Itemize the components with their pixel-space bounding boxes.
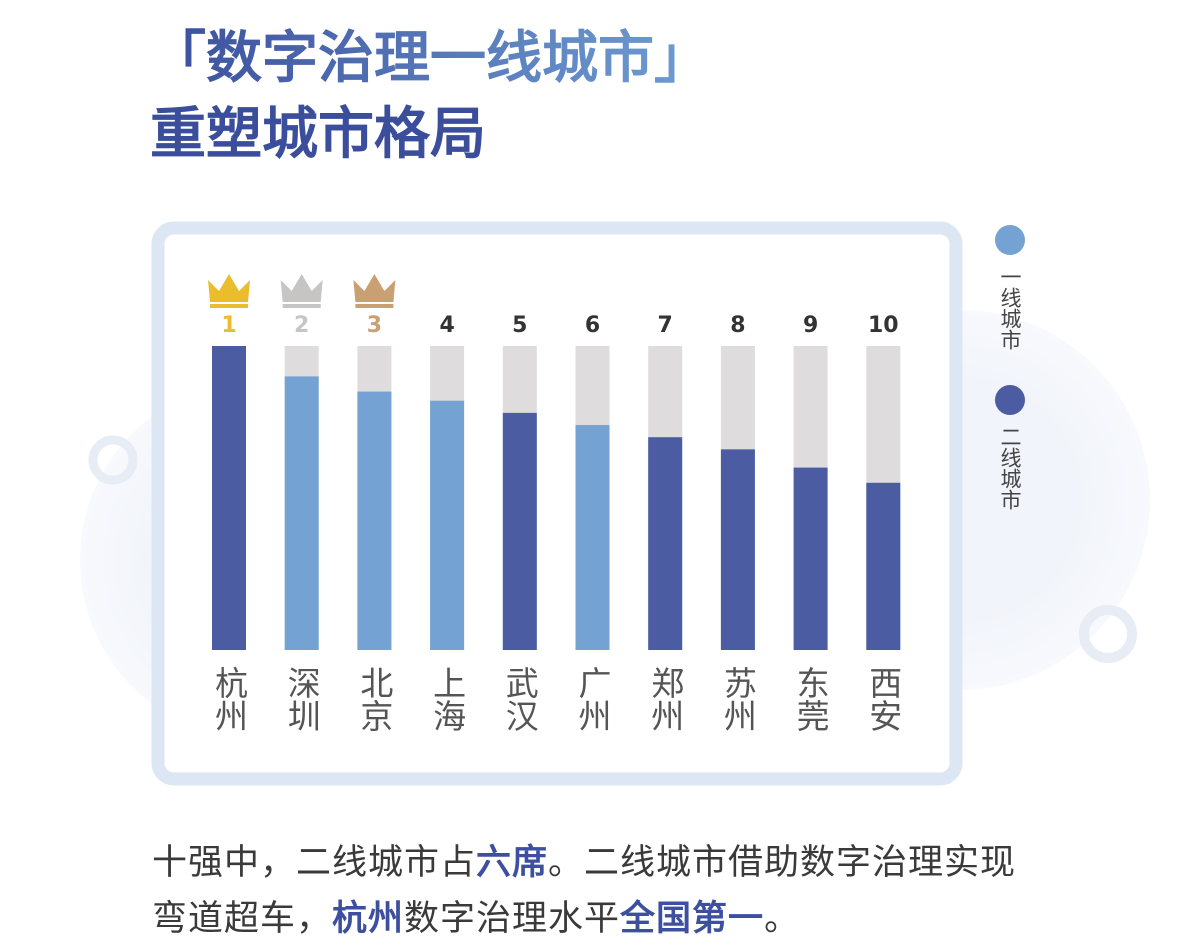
caption-text: 十强中，二线城市占 <box>152 843 477 883</box>
x-tick-label: 西安 <box>864 666 903 732</box>
caption-highlight: 全国第一 <box>620 899 765 939</box>
bar <box>430 400 465 650</box>
rank-label: 3 <box>367 313 382 338</box>
caption-text: 。 <box>764 899 801 939</box>
crown-icon <box>353 274 396 302</box>
x-tick-label: 北京 <box>355 666 394 732</box>
bar <box>720 449 755 650</box>
bar <box>212 346 246 650</box>
rank-label: 9 <box>803 313 818 338</box>
rank-label: 1 <box>221 313 236 338</box>
x-tick-label: 杭州 <box>210 666 249 732</box>
caption-text: 数字治理水平 <box>404 899 621 939</box>
x-tick-label: 武汉 <box>500 666 539 732</box>
bar <box>284 376 319 650</box>
rank-label: 2 <box>294 313 309 338</box>
rank-label: 5 <box>512 313 527 338</box>
legend-label: 一线城市 <box>998 266 1022 350</box>
caption-highlight: 六席 <box>476 843 549 883</box>
crown-base <box>355 304 394 308</box>
rank-label: 7 <box>658 313 673 338</box>
rank-label: 4 <box>439 313 454 338</box>
bar <box>648 437 683 650</box>
plot: 1 杭州 2 深圳 3 北京 4 上海 5 武汉 6 广州 7 郑州 8 苏州 9 东莞 10 西安 <box>208 274 903 732</box>
title: 「数字治理一线城市」 <box>150 26 710 91</box>
rank-label: 6 <box>585 313 600 338</box>
x-tick-label: 苏州 <box>718 666 757 732</box>
x-tick-label: 上海 <box>428 666 467 732</box>
crown-icon <box>208 274 250 302</box>
crown-base <box>210 304 248 308</box>
bar <box>502 412 537 650</box>
legend-swatch <box>995 225 1025 255</box>
rank-label: 10 <box>868 313 899 338</box>
legend-swatch <box>995 385 1025 415</box>
crown-icon <box>280 274 323 302</box>
rank-label: 8 <box>730 313 745 338</box>
bar <box>866 482 901 650</box>
bar <box>793 467 828 650</box>
crown-base <box>282 304 321 308</box>
legend-label: 二线城市 <box>998 426 1022 510</box>
x-tick-label: 广州 <box>573 666 612 732</box>
bar <box>357 391 392 650</box>
x-tick-label: 深圳 <box>282 666 321 732</box>
caption: 十强中，二线城市占六席。二线城市借助数字治理实现弯道超车，杭州数字治理水平全国第… <box>152 835 1052 947</box>
card <box>151 221 963 786</box>
caption-text: 。二线城市借助数字治理实现弯道超车， <box>152 843 1017 939</box>
subtitle: 重塑城市格局 <box>150 102 486 167</box>
x-tick-label: 郑州 <box>646 666 685 732</box>
x-tick-label: 东莞 <box>791 666 830 732</box>
bar <box>575 425 610 650</box>
caption-highlight: 杭州 <box>332 899 405 939</box>
